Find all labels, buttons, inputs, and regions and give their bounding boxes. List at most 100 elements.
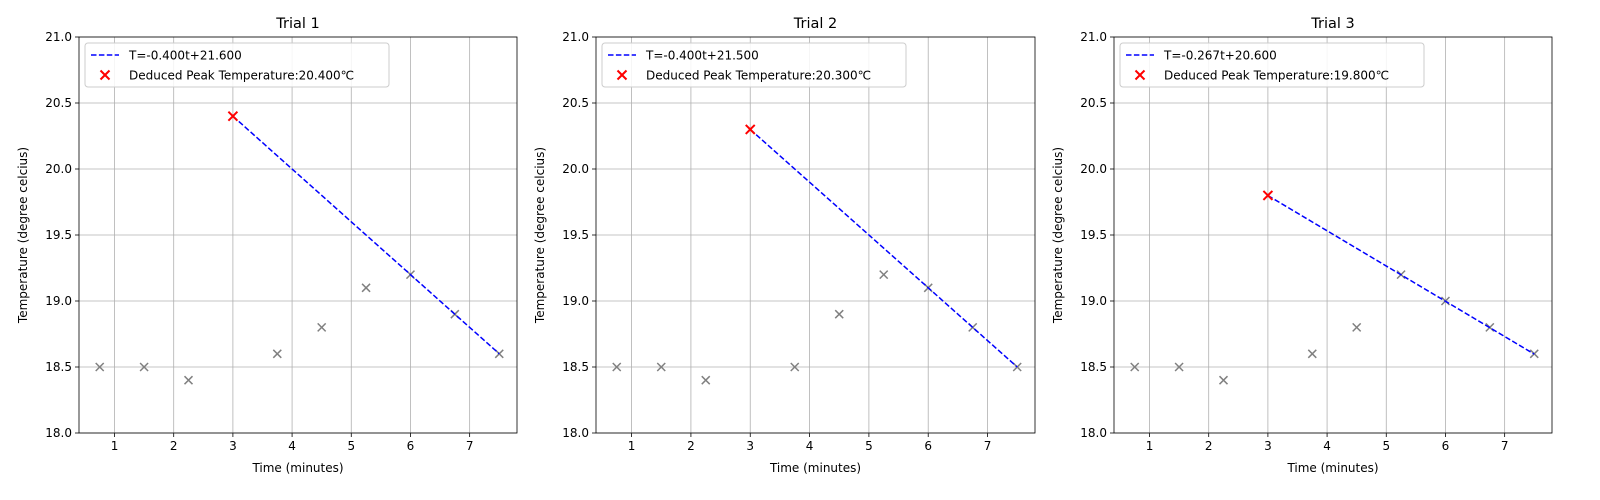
legend-peak-swatch-stroke-b [616,69,628,81]
x-tick-label: 2 [1205,439,1213,453]
y-tick-label: 21.0 [1080,30,1107,44]
data-point [183,375,194,385]
chart-title: Trial 3 [1310,16,1354,32]
y-axis-label: Temperature (degree celcius) [16,147,30,324]
peak-point-stroke-b [227,110,239,122]
x-tick-label: 4 [1323,439,1331,453]
peak-point [745,124,756,135]
legend-fit-line-label: T=-0.400t+21.500 [645,49,759,63]
x-tick-label: 6 [1442,439,1450,453]
y-tick-label: 20.5 [562,96,589,110]
peak-point [1262,190,1274,201]
chart-title: Trial 1 [275,16,319,32]
legend: T=-0.267t+20.600 Deduced Peak Temperature… [1119,42,1425,88]
y-tick-label: 19.5 [1080,228,1107,242]
subplot-trial-3: 1 2 3 4 5 6 7 18.0 18.5 19.0 19.5 20.0 20.5 21.0 Trial… [1051,16,1553,475]
legend-box [1119,42,1425,88]
data-point-stroke-b [272,349,282,359]
data-point-stroke-b [968,322,978,332]
data-point [317,322,327,332]
legend-peak-swatch-stroke-b [1134,69,1146,81]
data-point-stroke-b [317,322,327,332]
data-point-stroke-b [139,362,149,372]
data-point-stroke-b [656,362,666,372]
axes-frame [78,36,518,434]
y-tick-label: 20.0 [562,162,589,176]
fit-line [749,128,1018,368]
x-tick-label: 7 [984,439,992,453]
x-tick-label: 6 [924,439,932,453]
peak-point-stroke-b [745,124,756,135]
data-point-stroke-b [790,362,800,372]
data-point-stroke-b [879,270,889,280]
legend-peak-swatch [616,69,628,81]
x-tick-label: 7 [466,439,474,453]
data-point-stroke-b [183,375,194,385]
data-point-stroke-b [701,375,711,385]
x-tick-label: 3 [229,439,237,453]
x-tick-label: 5 [347,439,355,453]
data-point [834,309,844,319]
y-tick-label: 19.5 [562,228,589,242]
data-point-stroke-b [1174,362,1184,372]
data-point-stroke-b [1218,375,1229,385]
y-tick-label: 20.5 [45,96,72,110]
subplot-trial-1: 1 2 3 4 5 6 7 18.0 18.5 19.0 19.5 20.0 20.5 21.0 Trial… [16,16,518,475]
legend: T=-0.400t+21.600 Deduced Peak Temperature… [84,42,390,88]
data-point [656,362,666,372]
subplot-trial-2: 1 2 3 4 5 6 7 18.0 18.5 19.0 19.5 20.0 20.5 21.0 Trial… [533,16,1036,475]
y-axis-label: Temperature (degree celcius) [1051,147,1065,324]
data-point [1307,349,1317,359]
y-tick-label: 18.0 [1080,426,1107,440]
legend: T=-0.400t+21.500 Deduced Peak Temperature… [601,42,907,88]
x-axis-label: Time (minutes) [769,461,861,475]
x-tick-label: 2 [170,439,178,453]
legend-peak-swatch [99,69,111,81]
y-axis-label: Temperature (degree celcius) [533,147,547,324]
x-tick-label: 7 [1501,439,1509,453]
y-tick-label: 19.0 [45,294,72,308]
data-point [272,349,282,359]
y-tick-label: 18.0 [562,426,589,440]
y-tick-label: 21.0 [562,30,589,44]
y-tick-label: 20.5 [1080,96,1107,110]
chart-title: Trial 2 [793,16,837,32]
y-tick-label: 20.0 [45,162,72,176]
x-tick-label: 5 [865,439,873,453]
data-point [95,362,105,372]
data-point [139,362,149,372]
y-tick-label: 18.5 [562,360,589,374]
x-tick-label: 1 [111,439,119,453]
axes-frame [595,36,1036,434]
data-point-stroke-b [1307,349,1317,359]
peak-point-stroke-b [1262,190,1274,201]
peak-point [227,110,239,122]
x-tick-label: 4 [806,439,814,453]
x-axis-label: Time (minutes) [251,461,343,475]
legend-box [601,42,907,88]
data-point [612,362,622,372]
y-tick-label: 21.0 [45,30,72,44]
data-point [1130,362,1140,372]
x-tick-label: 2 [687,439,695,453]
legend-fit-line-label: T=-0.267t+20.600 [1163,49,1277,63]
x-tick-label: 1 [628,439,636,453]
y-tick-label: 18.0 [45,426,72,440]
legend-fit-line-label: T=-0.400t+21.600 [128,49,242,63]
y-tick-label: 18.5 [45,360,72,374]
data-point [790,362,800,372]
data-point-stroke-b [834,309,844,319]
y-tick-label: 19.5 [45,228,72,242]
fit-line [232,115,500,355]
data-point-stroke-b [361,283,371,293]
x-tick-label: 1 [1146,439,1154,453]
data-point-stroke-b [1130,362,1140,372]
x-tick-label: 5 [1382,439,1390,453]
x-tick-label: 4 [288,439,296,453]
y-tick-label: 19.0 [562,294,589,308]
data-point [879,270,889,280]
legend-peak-label: Deduced Peak Temperature:20.300℃ [646,69,871,83]
data-point-stroke-b [1352,322,1362,332]
